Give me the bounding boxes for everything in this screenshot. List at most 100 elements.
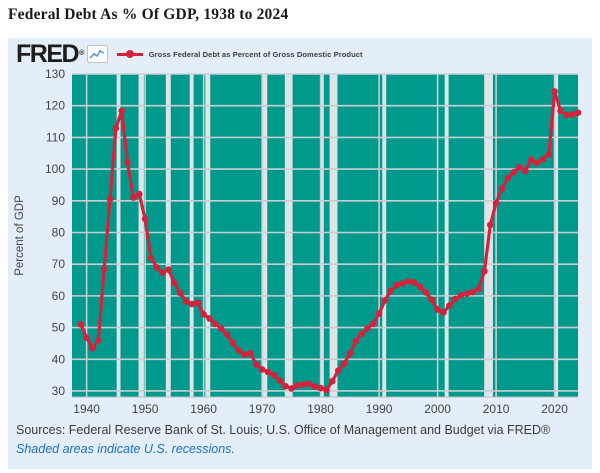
data-point (282, 382, 289, 390)
y-tick-label: 40 (52, 352, 66, 366)
y-tick-label: 50 (52, 321, 66, 335)
recession-band (444, 74, 449, 397)
recession-band (284, 74, 293, 397)
x-tick-label: 1940 (73, 402, 100, 416)
fred-chart-panel: FRED® Gross Federal Debt as Percent of G… (8, 38, 592, 469)
data-point (112, 124, 120, 132)
data-point (381, 297, 389, 304)
data-point (235, 347, 242, 354)
page-title: Federal Debt As % Of GDP, 1938 to 2024 (8, 6, 289, 23)
recession-band (165, 74, 171, 397)
data-point (206, 315, 213, 322)
data-point (451, 295, 459, 303)
data-point (141, 215, 149, 223)
data-point (469, 288, 477, 296)
data-point (252, 361, 260, 368)
recession-note: Shaded areas indicate U.S. recessions. (16, 442, 235, 456)
data-point (217, 325, 225, 332)
recession-band (205, 74, 211, 397)
data-point (118, 107, 125, 115)
data-point (346, 350, 354, 357)
x-tick-label: 1980 (307, 402, 334, 416)
data-point (522, 167, 529, 175)
data-point (352, 337, 360, 345)
data-point (176, 289, 184, 297)
data-point (487, 221, 494, 229)
data-point (340, 360, 348, 368)
recession-band (189, 74, 194, 397)
data-point (574, 109, 582, 116)
data-point (422, 289, 430, 296)
data-point (516, 163, 523, 171)
data-point (370, 320, 377, 328)
data-point (165, 266, 172, 273)
data-point (440, 309, 447, 316)
chart-svg: 30 40 50 60 70 80 90 100 110 120 130 1940 1950 1960 19… (14, 67, 582, 416)
registered-mark: ® (79, 50, 84, 57)
data-point (416, 283, 424, 291)
data-point (106, 195, 114, 203)
data-point (229, 339, 237, 347)
data-point (305, 380, 313, 388)
data-point (241, 351, 248, 358)
x-tick-label: 2010 (483, 402, 510, 416)
data-point (147, 254, 155, 262)
data-point (159, 269, 166, 277)
data-point (527, 156, 535, 163)
data-point (463, 290, 471, 298)
source-line: Sources: Federal Reserve Bank of St. Lou… (16, 423, 551, 437)
data-point (434, 306, 441, 313)
fred-logo: FRED® (16, 40, 84, 68)
data-point (334, 367, 342, 375)
data-point (375, 310, 383, 317)
y-tick-label: 130 (45, 67, 65, 81)
data-point (539, 156, 547, 163)
data-point (551, 88, 558, 95)
data-point (153, 264, 161, 271)
recession-band (261, 74, 268, 397)
y-tick-label: 70 (52, 257, 66, 271)
data-point (364, 325, 371, 332)
x-tick-label: 2000 (424, 402, 451, 416)
data-point (563, 111, 570, 119)
x-tick-label: 1960 (190, 402, 217, 416)
data-point (200, 311, 207, 318)
series-marker-icon (116, 50, 143, 58)
chart-header: FRED® Gross Federal Debt as Percent of G… (16, 40, 363, 68)
data-point (89, 344, 96, 352)
recession-band (382, 74, 387, 397)
legend-label: Gross Federal Debt as Percent of Gross D… (148, 49, 363, 59)
data-point (510, 169, 517, 176)
data-point (481, 267, 488, 275)
data-point (533, 159, 541, 167)
recession-band (554, 74, 559, 397)
y-tick-label: 100 (45, 162, 65, 176)
data-point (428, 296, 436, 304)
data-point (568, 111, 576, 118)
x-tick-label: 1970 (249, 402, 276, 416)
data-point (136, 190, 143, 198)
data-point (498, 185, 506, 192)
data-point (475, 285, 482, 293)
data-point (399, 280, 406, 287)
line-chart-icon (86, 45, 108, 63)
x-tick-label: 2020 (541, 402, 568, 416)
data-point (393, 281, 401, 289)
data-point (311, 383, 319, 390)
data-point (317, 384, 324, 392)
y-tick-label: 80 (52, 225, 66, 239)
recession-band (138, 74, 144, 397)
data-point (276, 377, 284, 384)
data-point (223, 331, 231, 338)
data-point (194, 299, 202, 306)
y-tick-label: 60 (52, 289, 66, 303)
fred-logo-text: FRED (16, 40, 80, 68)
x-tick-label: 1990 (366, 402, 393, 416)
data-point (446, 302, 453, 310)
y-tick-label: 110 (46, 130, 65, 144)
data-point (288, 385, 295, 392)
data-point (504, 174, 512, 182)
data-point (557, 107, 564, 115)
data-point (247, 350, 254, 357)
